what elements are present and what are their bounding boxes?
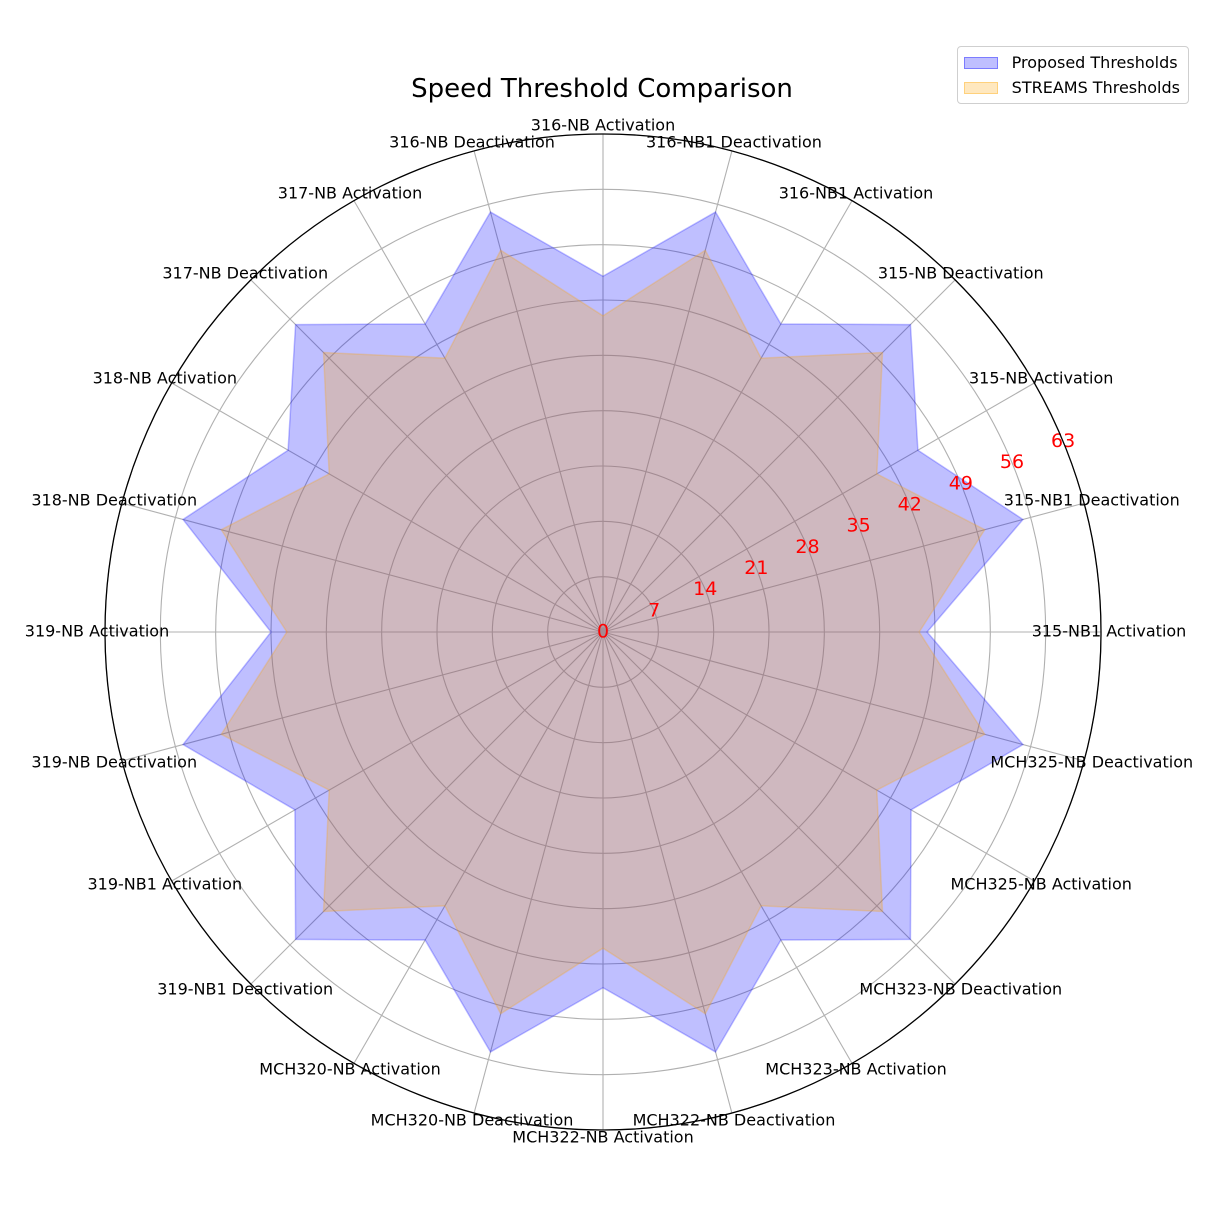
- grid-spoke: [602, 631, 733, 1114]
- category-label: 319-NB1 Activation: [87, 875, 242, 894]
- grid-spoke: [602, 382, 1035, 633]
- category-label: 319-NB1 Deactivation: [157, 979, 333, 998]
- category-label: 315-NB Activation: [969, 369, 1113, 388]
- grid-spoke: [473, 150, 604, 633]
- grid-spoke: [171, 382, 604, 633]
- radial-tick-label: 49: [949, 472, 973, 494]
- radial-tick-label: 35: [847, 515, 871, 537]
- grid-spoke: [353, 631, 604, 1064]
- grid-spoke: [602, 631, 1085, 762]
- radial-tick-label: 28: [795, 536, 819, 558]
- grid-spoke: [171, 631, 604, 882]
- grid-spoke: [121, 502, 604, 633]
- radial-tick-label: 42: [898, 493, 922, 515]
- category-label: MCH320-NB Activation: [259, 1060, 440, 1079]
- legend-label-streams: STREAMS Thresholds: [1011, 78, 1180, 97]
- radial-tick-label: 0: [597, 621, 609, 643]
- category-label: MCH322-NB Activation: [512, 1128, 693, 1147]
- category-label: 315-NB1 Activation: [1032, 622, 1187, 641]
- outer-frame: [104, 133, 1102, 1131]
- chart-title: Speed Threshold Comparison: [411, 74, 793, 104]
- category-label: 319-NB Deactivation: [31, 752, 197, 771]
- grid-spoke: [602, 631, 853, 1064]
- series-area-streams: [220, 249, 986, 1015]
- category-labels: 315-NB1 Activation 315-NB1 Deactivation 31…: [25, 116, 1193, 1147]
- grid-spoke: [121, 631, 604, 762]
- legend-swatch-streams: [963, 81, 998, 94]
- legend-swatch-proposed: [963, 56, 998, 69]
- category-label: 318-NB Deactivation: [31, 491, 197, 510]
- category-label: 316-NB1 Deactivation: [646, 133, 822, 152]
- legend-item-proposed: Proposed Thresholds: [963, 50, 1180, 75]
- grid-spoke: [250, 631, 604, 985]
- category-label: 316-NB1 Activation: [779, 183, 934, 202]
- category-label: 315-NB Deactivation: [878, 264, 1044, 283]
- category-label: MCH325-NB Deactivation: [990, 752, 1193, 771]
- category-label: MCH323-NB Deactivation: [859, 979, 1062, 998]
- grid-spoke: [602, 631, 1035, 882]
- radial-tick-label: 7: [648, 599, 660, 621]
- series-area-proposed: [181, 211, 1025, 1053]
- category-label: MCH325-NB Activation: [950, 875, 1131, 894]
- grid-spoke: [353, 200, 604, 633]
- grid-spoke: [602, 631, 956, 985]
- grid-spoke: [602, 200, 853, 633]
- grid-spoke: [473, 631, 604, 1114]
- radar-series: [181, 211, 1025, 1053]
- category-label: MCH320-NB Deactivation: [371, 1110, 574, 1129]
- category-label: 317-NB Activation: [278, 183, 422, 202]
- legend-label-proposed: Proposed Thresholds: [1011, 53, 1178, 72]
- grid-spoke: [602, 279, 956, 633]
- radial-tick-label: 14: [693, 578, 717, 600]
- category-label: 317-NB Deactivation: [162, 264, 328, 283]
- grid-spoke: [602, 150, 733, 633]
- category-label: 319-NB Activation: [25, 622, 169, 641]
- category-label: 318-NB Activation: [93, 369, 237, 388]
- legend-item-streams: STREAMS Thresholds: [963, 75, 1180, 100]
- grid-spoke: [250, 279, 604, 633]
- grid-spoke: [602, 502, 1085, 633]
- category-label: MCH323-NB Activation: [765, 1060, 946, 1079]
- legend: Proposed Thresholds STREAMS Thresholds: [956, 46, 1189, 104]
- radial-tick-label: 56: [1000, 451, 1024, 473]
- radial-tick-label: 21: [744, 557, 768, 579]
- category-label: 316-NB Activation: [531, 116, 675, 135]
- category-label: MCH322-NB Deactivation: [633, 1110, 836, 1129]
- category-label: 315-NB1 Deactivation: [1004, 491, 1180, 510]
- category-label: 316-NB Deactivation: [389, 133, 555, 152]
